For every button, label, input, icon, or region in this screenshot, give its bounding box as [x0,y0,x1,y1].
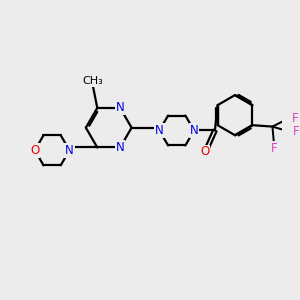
Text: N: N [190,124,198,137]
Text: O: O [30,144,40,157]
Text: N: N [116,141,124,154]
Text: CH₃: CH₃ [83,76,104,86]
Text: N: N [155,124,164,137]
Text: N: N [65,144,74,157]
Text: F: F [292,112,298,125]
Text: N: N [116,101,124,114]
Text: F: F [293,125,300,138]
Text: F: F [271,142,277,155]
Text: O: O [200,146,209,158]
